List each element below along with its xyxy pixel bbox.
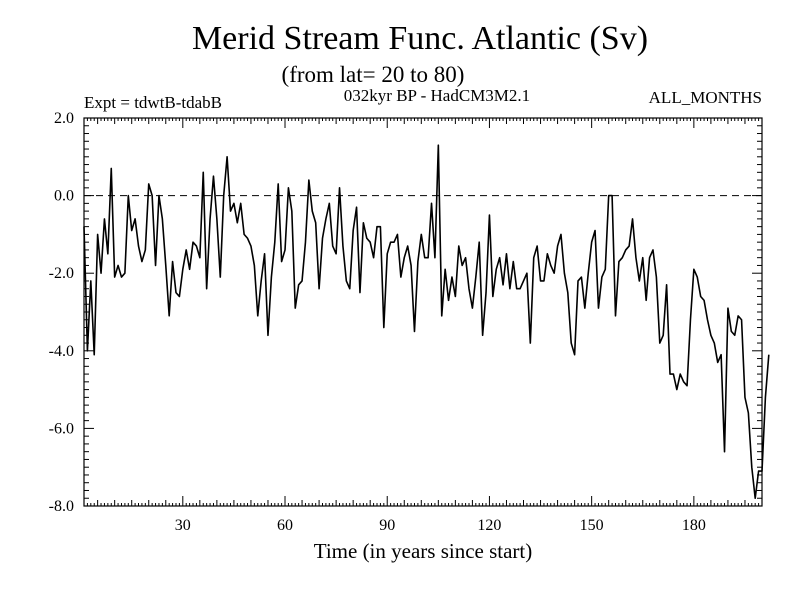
- x-tick-label: 30: [175, 517, 191, 534]
- y-tick-label: 0.0: [54, 188, 74, 205]
- x-tick-label: 60: [277, 517, 293, 534]
- axis-tick-labels: 30 60 90 120 150 180 2.0 0.0 -2.0 -4.0 -6.0 -8.0: [49, 110, 706, 534]
- months-label: ALL_MONTHS: [649, 88, 762, 107]
- axis-ticks: [83, 117, 763, 507]
- model-label: 032kyr BP - HadCM3M2.1: [344, 86, 530, 105]
- y-tick-label: -6.0: [49, 420, 74, 437]
- x-axis-label: Time (in years since start): [314, 539, 533, 563]
- y-tick-label: -8.0: [49, 498, 74, 515]
- chart-title: Merid Stream Func. Atlantic (Sv): [192, 20, 648, 57]
- y-tick-label: -2.0: [49, 265, 74, 282]
- x-tick-label: 150: [580, 517, 604, 534]
- experiment-label: Expt = tdwtB-tdabB: [84, 93, 222, 112]
- chart-subtitle: (from lat= 20 to 80): [282, 62, 465, 87]
- y-tick-label: 2.0: [54, 110, 74, 127]
- plot-frame: [83, 117, 763, 507]
- x-tick-label: 120: [477, 517, 501, 534]
- series-line: [83, 144, 770, 500]
- x-tick-label: 180: [682, 517, 706, 534]
- x-tick-label: 90: [379, 517, 395, 534]
- y-tick-label: -4.0: [49, 343, 74, 360]
